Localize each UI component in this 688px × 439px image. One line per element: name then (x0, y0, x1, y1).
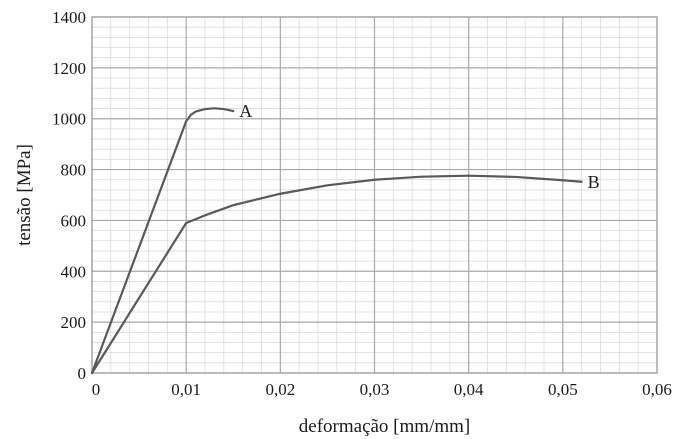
y-tick-label: 800 (61, 161, 87, 180)
plot-frame (91, 16, 658, 374)
series-label-a: A (239, 101, 252, 121)
x-tick-label: 0,06 (642, 380, 672, 399)
major-gridlines (91, 16, 658, 374)
series-labels: AB (239, 101, 599, 192)
series-line-a (90, 107, 235, 375)
y-tick-labels: 0 200 400 600 800 1000 1200 1400 (52, 8, 86, 383)
y-tick-label: 600 (61, 211, 87, 230)
y-tick-label: 1000 (52, 110, 86, 129)
x-tick-label: 0,05 (548, 380, 578, 399)
x-tick-label: 0,04 (454, 380, 484, 399)
series-label-b: B (588, 172, 600, 192)
y-tick-label: 0 (78, 364, 87, 383)
y-tick-label: 1400 (52, 8, 86, 27)
x-tick-label: 0,03 (360, 380, 390, 399)
y-axis-title: tensão [MPa] (14, 144, 35, 246)
x-tick-label: 0 (92, 380, 101, 399)
y-tick-label: 400 (61, 262, 87, 281)
y-tick-label: 200 (61, 313, 87, 332)
x-tick-labels: 0 0,01 0,02 0,03 0,04 0,05 0,06 (92, 380, 672, 399)
x-axis-title: deformação [mm/mm] (299, 416, 470, 437)
series-layer (90, 107, 583, 375)
x-tick-label: 0,01 (171, 380, 201, 399)
x-tick-label: 0,02 (265, 380, 295, 399)
y-tick-label: 1200 (52, 59, 86, 78)
series-line-b (90, 174, 583, 375)
